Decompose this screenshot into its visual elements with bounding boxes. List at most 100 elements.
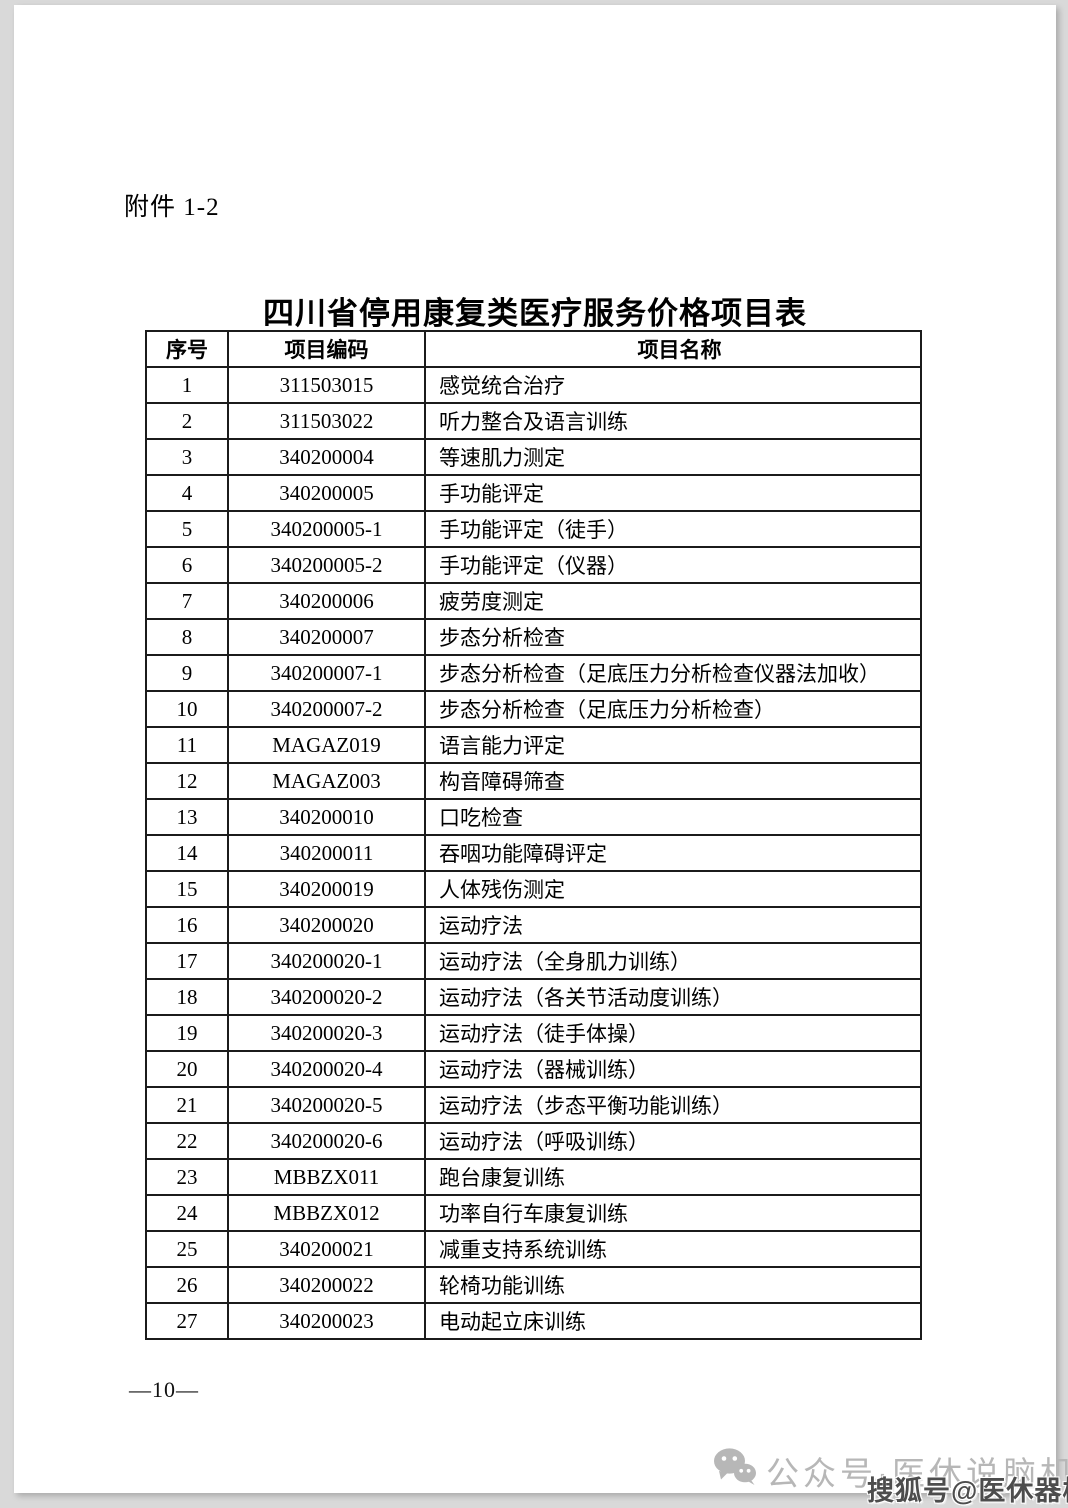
row-code-cell: 340200020-5 (227, 1086, 426, 1124)
row-code-cell: 340200020-2 (227, 978, 426, 1016)
row-seq-cell: 10 (145, 690, 229, 728)
row-name-cell: 运动疗法（各关节活动度训练） (424, 978, 922, 1016)
row-name-cell: 构音障碍筛查 (424, 762, 922, 800)
row-code-cell: 340200010 (227, 798, 426, 836)
page-number: —10— (129, 1377, 199, 1402)
row-seq-cell: 23 (145, 1158, 229, 1196)
row-code-cell: 340200007-2 (227, 690, 426, 728)
table-row: 2 311503022 听力整合及语言训练 (145, 402, 922, 440)
table-row: 12 MAGAZ003 构音障碍筛查 (145, 762, 922, 800)
row-name-cell: 等速肌力测定 (424, 438, 922, 476)
header-seq: 序号 (145, 330, 229, 368)
header-code: 项目编码 (227, 330, 426, 368)
row-code-cell: MBBZX012 (227, 1194, 426, 1232)
row-name-cell: 跑台康复训练 (424, 1158, 922, 1196)
table-row: 3 340200004 等速肌力测定 (145, 438, 922, 476)
table-row: 21 340200020-5 运动疗法（步态平衡功能训练） (145, 1086, 922, 1124)
row-name-cell: 运动疗法（器械训练） (424, 1050, 922, 1088)
row-code-cell: 340200021 (227, 1230, 426, 1268)
row-name-cell: 步态分析检查（足底压力分析检查仪器法加收） (424, 654, 922, 692)
row-name-cell: 听力整合及语言训练 (424, 402, 922, 440)
table-body: 1 311503015 感觉统合治疗 2 311503022 听力整合及语言训练 3 3402… (145, 366, 922, 1340)
sohu-watermark: 搜狐号@医休器械 (867, 1476, 1068, 1506)
row-code-cell: 340200005 (227, 474, 426, 512)
row-name-cell: 运动疗法（步态平衡功能训练） (424, 1086, 922, 1124)
header-name: 项目名称 (424, 330, 922, 368)
row-code-cell: 340200020-4 (227, 1050, 426, 1088)
row-name-cell: 手功能评定（仪器） (424, 546, 922, 584)
row-seq-cell: 2 (145, 402, 229, 440)
row-seq-cell: 5 (145, 510, 229, 548)
row-code-cell: 340200011 (227, 834, 426, 872)
row-seq-cell: 15 (145, 870, 229, 908)
row-name-cell: 步态分析检查 (424, 618, 922, 656)
row-code-cell: 311503015 (227, 366, 426, 404)
row-code-cell: 311503022 (227, 402, 426, 440)
table-row: 13 340200010 口吃检查 (145, 798, 922, 836)
table-row: 27 340200023 电动起立床训练 (145, 1302, 922, 1340)
table-row: 15 340200019 人体残伤测定 (145, 870, 922, 908)
table-row: 25 340200021 减重支持系统训练 (145, 1230, 922, 1268)
table-row: 8 340200007 步态分析检查 (145, 618, 922, 656)
row-name-cell: 手功能评定 (424, 474, 922, 512)
row-seq-cell: 7 (145, 582, 229, 620)
price-table-container: 序号 项目编码 项目名称 1 311503015 感觉统合治疗 2 311503022 听… (145, 330, 922, 1340)
table-row: 20 340200020-4 运动疗法（器械训练） (145, 1050, 922, 1088)
row-code-cell: 340200023 (227, 1302, 426, 1340)
document-title: 四川省停用康复类医疗服务价格项目表 (263, 296, 807, 331)
row-name-cell: 运动疗法（全身肌力训练） (424, 942, 922, 980)
row-name-cell: 运动疗法 (424, 906, 922, 944)
row-name-cell: 步态分析检查（足底压力分析检查） (424, 690, 922, 728)
row-seq-cell: 12 (145, 762, 229, 800)
wechat-icon (714, 1448, 756, 1485)
header-row: 序号 项目编码 项目名称 (145, 330, 922, 368)
row-code-cell: 340200022 (227, 1266, 426, 1304)
row-name-cell: 吞咽功能障碍评定 (424, 834, 922, 872)
row-name-cell: 人体残伤测定 (424, 870, 922, 908)
row-name-cell: 轮椅功能训练 (424, 1266, 922, 1304)
row-code-cell: 340200005-1 (227, 510, 426, 548)
row-seq-cell: 25 (145, 1230, 229, 1268)
row-seq-cell: 21 (145, 1086, 229, 1124)
row-seq-cell: 16 (145, 906, 229, 944)
table-row: 1 311503015 感觉统合治疗 (145, 366, 922, 404)
row-seq-cell: 24 (145, 1194, 229, 1232)
row-code-cell: 340200004 (227, 438, 426, 476)
table-row: 26 340200022 轮椅功能训练 (145, 1266, 922, 1304)
row-seq-cell: 9 (145, 654, 229, 692)
row-name-cell: 感觉统合治疗 (424, 366, 922, 404)
row-code-cell: MAGAZ003 (227, 762, 426, 800)
row-name-cell: 语言能力评定 (424, 726, 922, 764)
row-code-cell: 340200019 (227, 870, 426, 908)
row-code-cell: 340200005-2 (227, 546, 426, 584)
table-row: 9 340200007-1 步态分析检查（足底压力分析检查仪器法加收） (145, 654, 922, 692)
official-account-watermark: 公众号·医休说脑机 (766, 1455, 1068, 1492)
row-seq-cell: 27 (145, 1302, 229, 1340)
row-seq-cell: 17 (145, 942, 229, 980)
row-code-cell: MBBZX011 (227, 1158, 426, 1196)
row-name-cell: 功率自行车康复训练 (424, 1194, 922, 1232)
row-seq-cell: 11 (145, 726, 229, 764)
attachment-label: 附件 1-2 (124, 194, 220, 221)
row-seq-cell: 4 (145, 474, 229, 512)
row-name-cell: 手功能评定（徒手） (424, 510, 922, 548)
table-row: 11 MAGAZ019 语言能力评定 (145, 726, 922, 764)
table-row: 24 MBBZX012 功率自行车康复训练 (145, 1194, 922, 1232)
row-code-cell: 340200007 (227, 618, 426, 656)
row-seq-cell: 14 (145, 834, 229, 872)
table-row: 17 340200020-1 运动疗法（全身肌力训练） (145, 942, 922, 980)
row-code-cell: 340200020-6 (227, 1122, 426, 1160)
table-row: 6 340200005-2 手功能评定（仪器） (145, 546, 922, 584)
table-row: 5 340200005-1 手功能评定（徒手） (145, 510, 922, 548)
row-seq-cell: 13 (145, 798, 229, 836)
row-seq-cell: 18 (145, 978, 229, 1016)
row-name-cell: 运动疗法（徒手体操） (424, 1014, 922, 1052)
table-row: 14 340200011 吞咽功能障碍评定 (145, 834, 922, 872)
row-name-cell: 电动起立床训练 (424, 1302, 922, 1340)
row-name-cell: 口吃检查 (424, 798, 922, 836)
table-header: 序号 项目编码 项目名称 (145, 330, 922, 368)
price-table: 序号 项目编码 项目名称 1 311503015 感觉统合治疗 2 311503022 听… (145, 330, 922, 1340)
table-row: 22 340200020-6 运动疗法（呼吸训练） (145, 1122, 922, 1160)
table-row: 16 340200020 运动疗法 (145, 906, 922, 944)
